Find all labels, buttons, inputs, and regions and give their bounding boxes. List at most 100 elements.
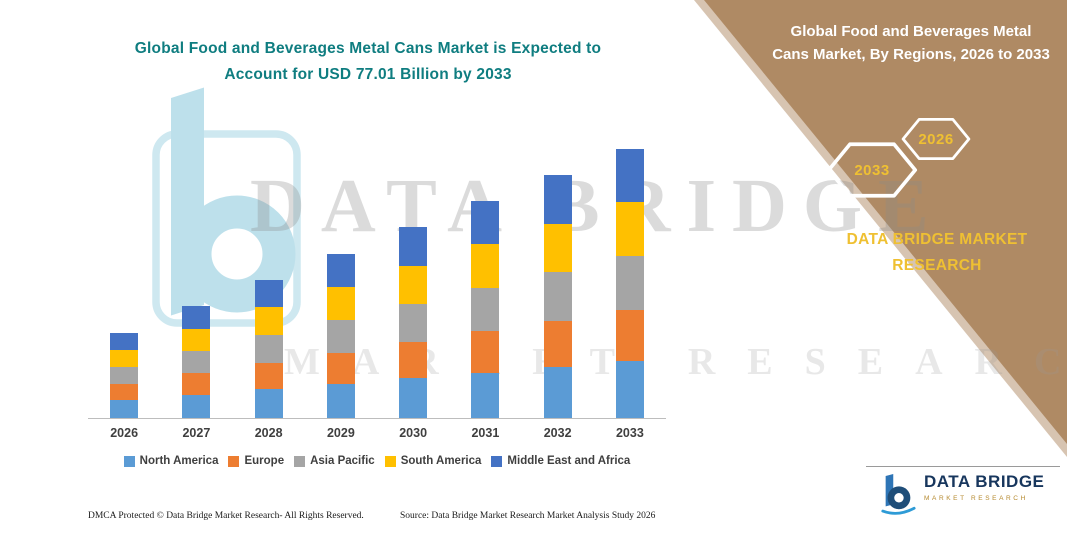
bar-stack-2028 [254,280,283,418]
bar-2026 [88,332,160,418]
segment-europe [254,362,283,389]
logo-tagline: MARKET RESEARCH [924,495,1028,502]
segment-asia-pacific [399,303,428,342]
segment-europe [615,310,644,362]
x-label-2029: 2029 [326,426,355,440]
legend-label-asia-pacific: Asia Pacific [310,455,375,467]
segment-south-america [615,202,644,257]
plot-area [88,138,666,419]
segment-middle-east-and-africa [471,201,500,245]
segment-south-america [471,244,500,288]
chart-title-line2: Account for USD 77.01 Billion by 2033 [224,66,512,83]
segment-north-america [326,383,355,418]
bar-2030 [377,227,449,418]
segment-asia-pacific [326,319,355,353]
data-bridge-b-icon [881,474,916,515]
legend-swatch-europe [228,455,240,467]
segment-asia-pacific [615,256,644,311]
segment-middle-east-and-africa [399,227,428,266]
x-axis-labels: 2026 2027 2028 2029 2030 2031 2032 2033 [88,426,666,440]
legend-swatch-south-america [384,455,396,467]
bar-2027 [160,306,232,418]
segment-asia-pacific [254,334,283,363]
bar-stack-2033 [615,148,644,418]
segment-middle-east-and-africa [110,332,139,350]
footer-dmca-text: DMCA Protected © Data Bridge Market Rese… [88,511,364,521]
segment-middle-east-and-africa [326,254,355,287]
bar-stack-2027 [182,306,211,418]
x-label-2032: 2032 [543,426,572,440]
segment-south-america [326,286,355,320]
legend-north-america: North America [123,455,219,467]
bar-stack-2030 [399,227,428,418]
segment-north-america [182,394,211,418]
brand-text: DATA BRIDGE MARKET RESEARCH [846,231,1028,274]
segment-europe [110,384,139,401]
x-label-2026: 2026 [110,426,139,440]
side-panel-heading: Global Food and Beverages Metal Cans Mar… [772,23,1050,63]
segment-asia-pacific [471,287,500,332]
hexagon-outline-icon [826,142,918,198]
segment-europe [471,331,500,373]
segment-north-america [543,366,572,418]
segment-north-america [399,378,428,418]
bar-stack-2031 [471,201,500,418]
x-label-2030: 2030 [399,426,428,440]
legend-label-middle-east-and-africa: Middle East and Africa [507,455,631,467]
bar-2028 [233,280,305,418]
legend-asia-pacific: Asia Pacific [294,455,375,467]
x-label-2033: 2033 [615,426,644,440]
bar-2029 [305,254,377,418]
legend-swatch-north-america [123,455,135,467]
bar-stack-2032 [543,174,572,418]
hexagon-outline-icon [901,117,971,160]
hexagon-badge-2026: 2026 [901,111,971,167]
bar-stack-2026 [110,332,139,418]
segment-south-america [399,265,428,304]
segment-north-america [110,400,139,418]
chart-title-line1: Global Food and Beverages Metal Cans Mar… [134,40,602,57]
company-logo: DATA BRIDGE MARKET RESEARCH [879,472,1044,516]
segment-asia-pacific [110,366,139,385]
segment-asia-pacific [182,350,211,374]
segment-europe [326,352,355,384]
x-label-2031: 2031 [471,426,500,440]
legend-europe: Europe [228,455,284,467]
legend-swatch-middle-east-and-africa [491,455,503,467]
legend-middle-east-and-africa: Middle East and Africa [491,455,630,467]
hexagon-year-right: 2026 [918,130,954,148]
chart-title: Global Food and Beverages Metal Cans Mar… [88,36,648,88]
segment-middle-east-and-africa [615,148,644,203]
legend-south-america: South America [384,455,482,467]
chart-legend: North America Europe Asia Pacific South Ame… [88,455,666,467]
x-label-2027: 2027 [182,426,211,440]
legend-swatch-asia-pacific [294,455,306,467]
legend-label-south-america: South America [400,455,482,467]
segment-middle-east-and-africa [182,306,211,329]
segment-south-america [110,349,139,367]
x-label-2028: 2028 [254,426,283,440]
segment-middle-east-and-africa [254,280,283,308]
footer-source-text: Source: Data Bridge Market Research Mark… [400,511,656,521]
segment-middle-east-and-africa [543,174,572,224]
logo-divider [866,466,1060,467]
hexagon-badge-2033: 2033 [826,141,918,199]
segment-asia-pacific [543,272,572,321]
bar-2033 [594,148,666,418]
segment-north-america [471,372,500,418]
segment-south-america [182,328,211,351]
legend-label-europe: Europe [244,455,285,467]
bar-2031 [449,201,521,418]
segment-south-america [254,307,283,335]
segment-south-america [543,223,572,273]
hexagon-year-left: 2033 [854,161,890,179]
bar-stack-2029 [326,254,355,418]
segment-north-america [615,361,644,418]
legend-label-north-america: North America [139,455,219,467]
segment-north-america [254,388,283,418]
segment-europe [543,320,572,367]
logo-name: DATA BRIDGE [924,472,1045,491]
bar-2032 [522,174,594,418]
stacked-bar-chart: 2026 2027 2028 2029 2030 2031 2032 2033 North A… [88,138,666,467]
